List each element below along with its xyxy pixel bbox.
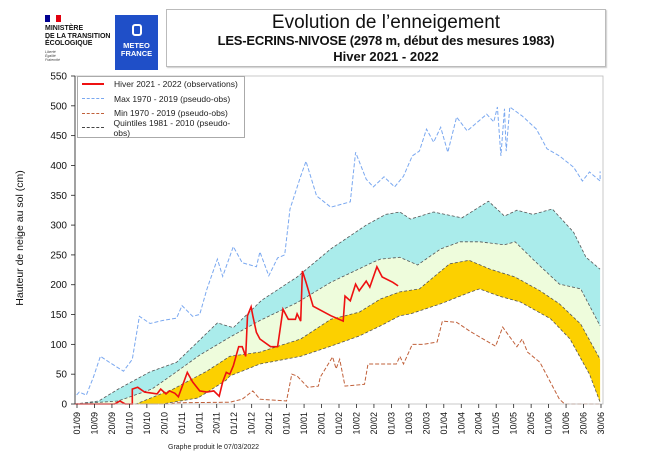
legend-swatch [82, 83, 104, 86]
x-tick-label: 10/04 [456, 412, 466, 435]
y-tick-label: 150 [50, 310, 67, 321]
x-tick-label: 01/06 [544, 412, 554, 435]
y-tick-label: 250 [50, 250, 67, 261]
x-tick-label: 10/11 [194, 412, 204, 434]
observation-series-line [75, 264, 399, 405]
x-tick-label: 20/10 [159, 412, 169, 435]
motto-line: Égalité [45, 53, 56, 58]
legend: Hiver 2021 - 2022 (observations) Max 197… [77, 76, 245, 138]
y-tick-label: 100 [50, 340, 67, 351]
x-tick-label: 01/11 [177, 412, 187, 434]
x-tick-label: 20/02 [369, 412, 379, 435]
x-tick-label: 10/06 [561, 412, 571, 435]
y-tick-label: 200 [50, 280, 67, 291]
x-tick-label: 30/06 [596, 412, 606, 435]
min-series-line [75, 320, 601, 405]
meteo-france-emblem-icon [131, 24, 142, 36]
max-series-line [74, 106, 601, 399]
x-tick-label: 10/01 [299, 412, 309, 435]
quintile-line [74, 200, 601, 405]
motto-line: Fraternité [45, 57, 60, 62]
title-box: Evolution de l’enneigement LES-ECRINS-NI… [166, 9, 606, 67]
x-tick-label: 01/05 [491, 412, 501, 435]
legend-swatch [82, 112, 104, 114]
chart-title: Evolution de l’enneigement [271, 12, 501, 33]
x-tick-label: 01/09 [72, 412, 82, 435]
y-tick-label: 400 [50, 161, 67, 172]
x-tick-label: 10/05 [509, 412, 519, 435]
legend-item-observations: Hiver 2021 - 2022 (observations) [78, 77, 244, 92]
x-tick-label: 20/09 [107, 412, 117, 435]
x-tick-label: 01/04 [439, 412, 449, 435]
legend-label: Min 1970 - 2019 (pseudo-obs) [114, 108, 228, 119]
x-tick-label: 01/02 [334, 412, 344, 435]
x-tick-label: 01/03 [386, 412, 396, 435]
y-tick-label: 0 [61, 400, 67, 411]
legend-label: Hiver 2021 - 2022 (observations) [114, 79, 238, 90]
x-tick-label: 20/01 [317, 412, 327, 435]
x-tick-label: 20/04 [474, 412, 484, 435]
x-tick-label: 10/09 [89, 412, 99, 435]
x-tick-label: 10/10 [142, 412, 152, 435]
x-tick-label: 10/12 [247, 412, 257, 435]
y-axis-label: Hauteur de neige au sol (cm) [14, 170, 26, 306]
ministry-line: ÉCOLOGIQUE [45, 40, 93, 47]
x-tick-label: 10/02 [351, 412, 361, 435]
y-tick-label: 300 [50, 221, 67, 232]
x-tick-label: 01/01 [282, 412, 292, 435]
legend-label: Quintiles 1981 - 2010 (pseudo-obs) [113, 117, 231, 138]
chart-subtitle: LES-ECRINS-NIVOSE (2978 m, début des mes… [217, 33, 555, 48]
x-tick-label: 20/11 [212, 412, 222, 434]
quintile-band-40-60 [75, 241, 601, 404]
y-tick-label: 550 [50, 72, 67, 83]
x-tick-label: 20/12 [264, 412, 274, 435]
chart-season: Hiver 2021 - 2022 [333, 49, 439, 64]
quintile-band-20-40 [75, 260, 601, 404]
legend-item-max: Max 1970 - 2019 (pseudo-obs) [78, 92, 244, 107]
y-tick-label: 350 [50, 191, 67, 202]
legend-item-min: Min 1970 - 2019 (pseudo-obs) [78, 106, 244, 121]
x-tick-label: 20/03 [421, 412, 431, 435]
meteo-line: FRANCE [120, 49, 153, 58]
quintile-line [74, 241, 601, 405]
x-tick-label: 10/03 [404, 412, 414, 435]
meteo-france-logo: METEO FRANCE [115, 15, 158, 70]
y-tick-label: 50 [56, 370, 68, 381]
x-tick-label: 20/05 [526, 412, 536, 435]
ministry-logo: MINISTÈRE DE LA TRANSITION ÉCOLOGIQUE Li… [45, 15, 113, 62]
y-tick-label: 450 [50, 131, 67, 142]
legend-swatch [82, 98, 104, 100]
ministry-line: MINISTÈRE [45, 25, 84, 32]
meteo-line: METEO [123, 41, 150, 50]
ministry-motto: Liberté Égalité Fraternité [45, 50, 113, 62]
legend-label: Max 1970 - 2019 (pseudo-obs) [114, 93, 231, 104]
x-tick-label: 20/06 [579, 412, 589, 435]
quintile-line [75, 259, 601, 405]
legend-item-quintiles: Quintiles 1981 - 2010 (pseudo-obs) [78, 117, 244, 138]
legend-swatch [82, 127, 104, 129]
y-tick-label: 500 [50, 101, 67, 112]
footer-note: Graphe produit le 07/03/2022 [168, 444, 260, 451]
ministry-line: DE LA TRANSITION [45, 32, 111, 40]
x-tick-label: 01/10 [124, 412, 134, 435]
motto-line: Liberté [45, 49, 56, 54]
quintile-band-60-80 [75, 201, 601, 404]
french-flag-icon [45, 15, 61, 22]
x-tick-label: 01/12 [229, 412, 239, 435]
